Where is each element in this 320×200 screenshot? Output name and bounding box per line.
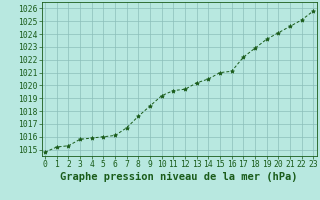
X-axis label: Graphe pression niveau de la mer (hPa): Graphe pression niveau de la mer (hPa) <box>60 172 298 182</box>
